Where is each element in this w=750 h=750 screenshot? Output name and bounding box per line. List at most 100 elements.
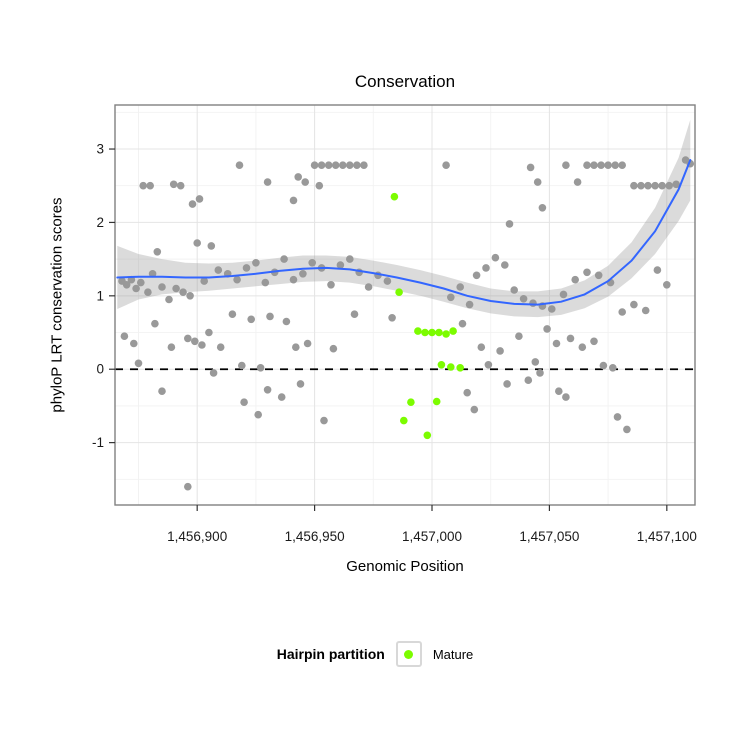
data-point-other	[198, 341, 206, 349]
data-point-other	[672, 180, 680, 189]
data-point-other	[195, 195, 204, 203]
data-point-other	[294, 173, 303, 181]
data-point-other	[263, 386, 272, 394]
data-point-other	[320, 416, 328, 425]
data-point-other	[559, 290, 568, 299]
data-point-other	[350, 310, 359, 319]
data-point-other	[280, 255, 288, 263]
data-point-other	[139, 181, 147, 190]
data-point-other	[209, 369, 218, 377]
data-point-other	[256, 364, 265, 372]
data-point-other	[623, 425, 631, 434]
data-point-other	[501, 261, 509, 269]
confidence-band	[117, 119, 691, 318]
data-point-other	[383, 277, 392, 285]
data-point-other	[179, 288, 187, 297]
data-point-other	[277, 393, 286, 401]
data-point-other	[578, 343, 587, 352]
data-point-other	[346, 255, 354, 263]
data-point-other	[165, 295, 173, 304]
data-point-other	[261, 278, 270, 287]
data-point-other	[496, 347, 504, 355]
data-point-mature	[437, 361, 446, 369]
data-point-other	[233, 275, 241, 284]
data-point-other	[324, 161, 333, 169]
data-point-other	[158, 387, 166, 396]
data-point-other	[144, 288, 152, 297]
data-point-other	[477, 343, 486, 352]
data-point-other	[360, 161, 368, 169]
data-point-other	[331, 161, 340, 169]
data-point-other	[590, 161, 598, 169]
y-tick-label: 1	[96, 288, 104, 303]
y-tick-label: -1	[92, 435, 104, 450]
data-point-other	[252, 259, 260, 267]
y-tick-label: 3	[96, 142, 104, 157]
data-point-other	[463, 388, 472, 397]
data-point-other	[214, 266, 223, 274]
x-tick-label: 1,457,100	[637, 529, 697, 544]
data-point-other	[299, 270, 307, 278]
data-point-other	[235, 161, 244, 169]
data-point-other	[289, 275, 298, 284]
legend-title: Hairpin partition	[276, 646, 385, 662]
data-point-other	[641, 306, 650, 315]
legend-key-box	[395, 641, 422, 667]
data-point-other	[618, 161, 626, 169]
data-point-other	[519, 295, 528, 303]
legend-entry-label: Mature	[432, 646, 474, 662]
data-point-other	[282, 317, 291, 326]
data-point-other	[266, 312, 274, 321]
data-point-other	[158, 283, 166, 291]
data-point-mature	[400, 416, 408, 425]
data-point-other	[200, 277, 208, 285]
data-point-other	[651, 181, 659, 190]
data-point-other	[301, 178, 310, 186]
data-point-other	[548, 305, 556, 313]
data-point-other	[151, 319, 159, 328]
data-point-other	[611, 161, 619, 169]
y-tick-label: 0	[96, 362, 104, 377]
data-point-other	[531, 358, 540, 366]
y-axis-label: phyloP LRT conservation scores	[48, 197, 66, 413]
data-point-other	[491, 253, 500, 262]
data-point-other	[510, 286, 518, 294]
data-point-mature	[447, 363, 455, 371]
data-point-other	[346, 161, 354, 169]
data-point-other	[594, 271, 603, 280]
data-point-other	[339, 161, 347, 169]
data-point-other	[238, 361, 246, 370]
data-point-other	[583, 268, 591, 277]
data-point-other	[364, 283, 373, 291]
data-point-other	[597, 161, 605, 169]
data-point-other	[315, 181, 324, 190]
data-point-other	[538, 204, 547, 212]
data-point-other	[327, 281, 335, 289]
data-point-other	[665, 181, 673, 190]
data-point-other	[618, 308, 626, 316]
data-point-mature	[442, 330, 450, 338]
data-point-other	[653, 266, 662, 274]
data-point-other	[505, 220, 514, 228]
data-point-other	[447, 293, 455, 302]
data-point-other	[308, 259, 317, 267]
data-point-other	[484, 361, 493, 369]
data-point-other	[254, 410, 262, 419]
data-point-other	[590, 337, 598, 346]
data-point-other	[329, 344, 338, 353]
data-point-other	[637, 181, 645, 190]
data-point-other	[303, 339, 312, 348]
data-point-other	[524, 376, 533, 385]
mature-point-icon	[404, 649, 414, 659]
plot-panel	[115, 105, 695, 505]
data-point-other	[205, 328, 213, 337]
data-point-other	[573, 178, 582, 186]
data-point-other	[186, 292, 194, 300]
data-point-mature	[456, 364, 465, 372]
data-point-mature	[390, 192, 399, 201]
data-point-other	[216, 343, 225, 352]
data-point-other	[336, 261, 345, 269]
data-point-mature	[432, 397, 441, 406]
data-point-other	[240, 398, 248, 407]
data-point-other	[562, 393, 570, 401]
